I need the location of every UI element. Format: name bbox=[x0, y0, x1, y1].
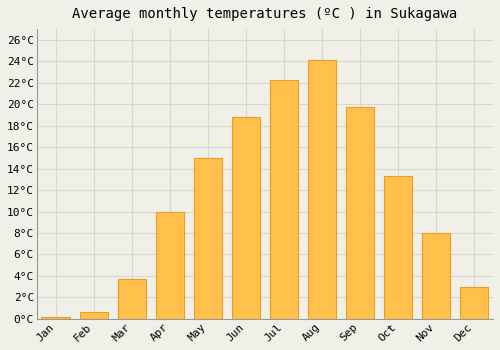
Bar bbox=[42, 317, 70, 319]
Bar bbox=[118, 279, 146, 319]
Bar bbox=[194, 158, 222, 319]
Bar bbox=[422, 233, 450, 319]
Bar bbox=[156, 211, 184, 319]
Title: Average monthly temperatures (ºC ) in Sukagawa: Average monthly temperatures (ºC ) in Su… bbox=[72, 7, 458, 21]
Bar bbox=[232, 117, 260, 319]
Bar bbox=[270, 79, 298, 319]
Bar bbox=[346, 107, 374, 319]
Bar bbox=[80, 313, 108, 319]
Bar bbox=[308, 60, 336, 319]
Bar bbox=[460, 287, 488, 319]
Bar bbox=[384, 176, 412, 319]
